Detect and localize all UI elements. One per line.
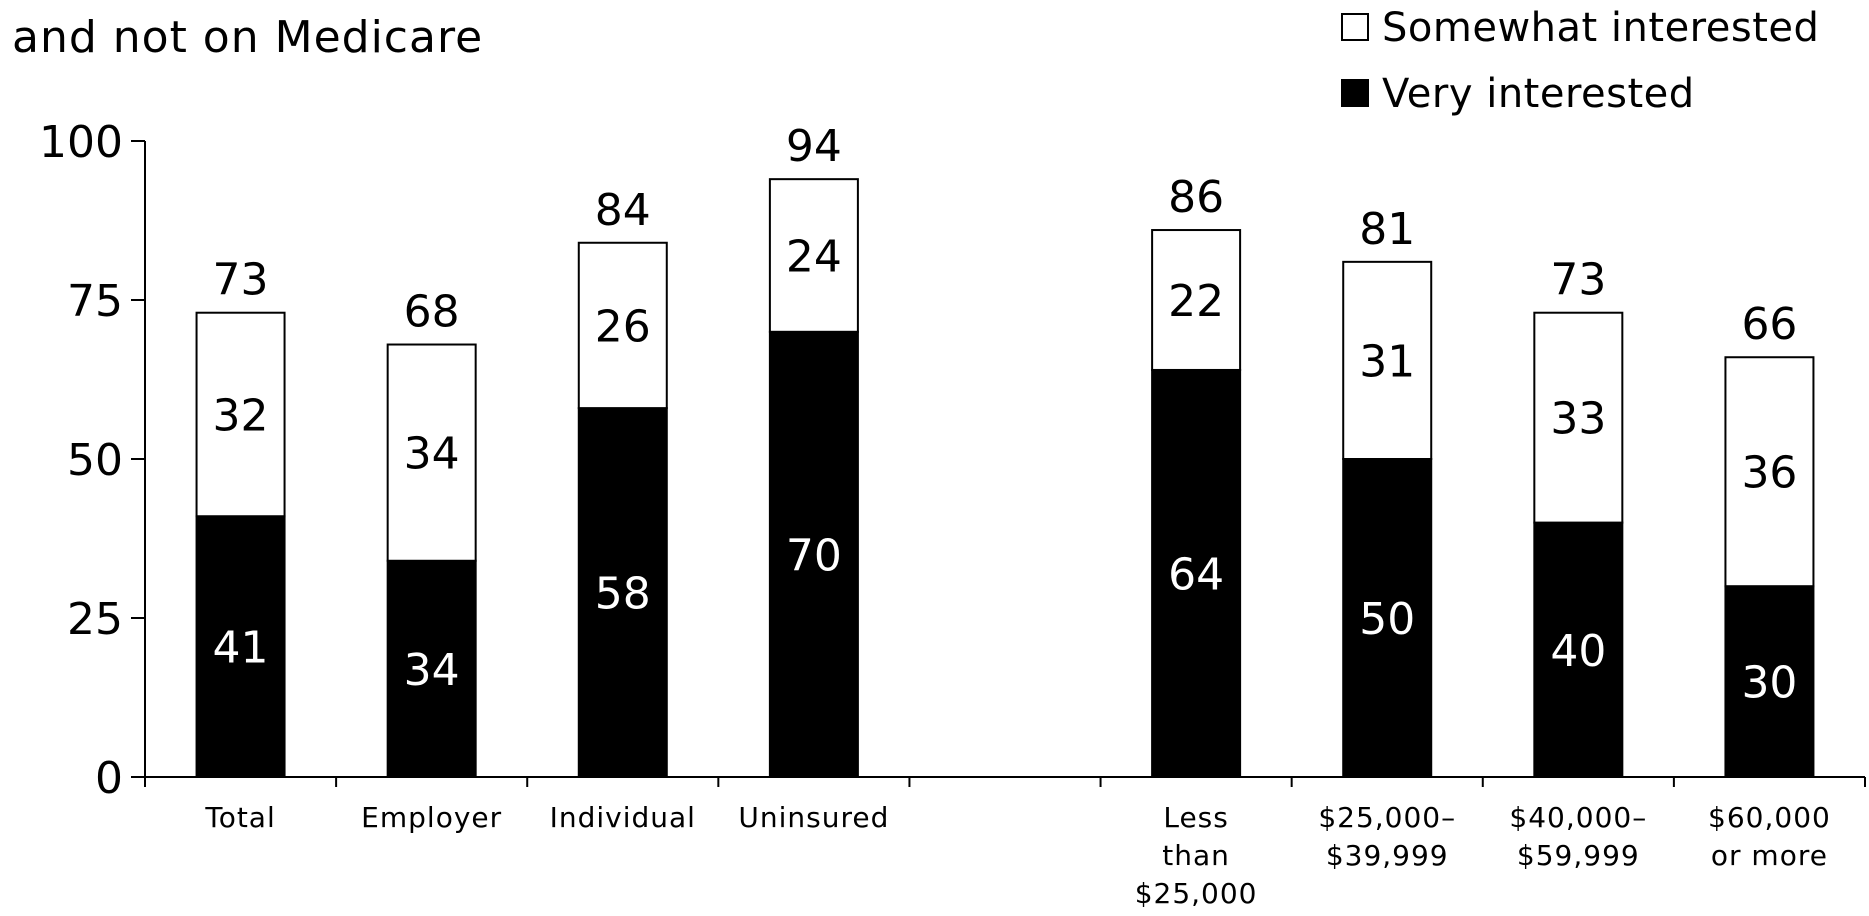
- x-category-label: $59,999: [1517, 839, 1640, 872]
- segment-value-label: 22: [1168, 276, 1224, 327]
- x-category-label: $25,000–: [1318, 801, 1456, 834]
- y-tick-label: 50: [67, 435, 123, 486]
- chart-title-line: and not on Medicare: [12, 12, 483, 63]
- segment-value-label: 64: [1168, 549, 1224, 600]
- segment-value-label: 31: [1359, 336, 1415, 387]
- category-labels: Total Employer Individual Uninsured Less than…: [204, 801, 1831, 910]
- legend: Somewhat interested Very interested: [1341, 5, 1819, 117]
- total-value-label: 86: [1168, 172, 1224, 223]
- x-category-label: Individual: [550, 801, 696, 834]
- legend-swatch: [1341, 13, 1369, 41]
- bar-segment-very-interested: [1533, 521, 1624, 778]
- segment-value-label: 50: [1359, 594, 1415, 645]
- total-value-label: 81: [1359, 204, 1415, 255]
- bar-segment-somewhat-interested: [195, 311, 286, 518]
- bar-segment-very-interested: [577, 407, 668, 778]
- chart-title: and not on Medicare: [12, 12, 483, 63]
- x-category-label: $25,000: [1135, 877, 1258, 910]
- total-value-label: 73: [213, 255, 269, 306]
- segment-value-label: 34: [404, 429, 460, 480]
- x-category-label: Uninsured: [738, 801, 889, 834]
- bar-segment-somewhat-interested: [386, 343, 477, 562]
- y-tick-label: 75: [67, 276, 123, 327]
- bar-segment-somewhat-interested: [1342, 260, 1433, 460]
- segment-value-label: 70: [786, 530, 842, 581]
- x-category-label: $60,000: [1708, 801, 1831, 834]
- bar-segment-very-interested: [195, 515, 286, 778]
- y-ticks: 0 25 50 75 100: [39, 117, 145, 804]
- total-value-label: 94: [786, 121, 842, 172]
- segment-value-label: 33: [1550, 394, 1606, 445]
- total-value-label: 73: [1550, 255, 1606, 306]
- bar-segment-very-interested: [1151, 368, 1242, 778]
- y-tick-label: 0: [95, 753, 123, 804]
- segment-value-label: 41: [213, 623, 269, 674]
- x-category-label: or more: [1711, 839, 1828, 872]
- total-value-label: 84: [595, 185, 651, 236]
- bar-segment-somewhat-interested: [1151, 229, 1242, 371]
- segment-value-label: 32: [213, 390, 269, 441]
- x-category-label: Less: [1163, 801, 1229, 834]
- segment-value-label: 40: [1550, 626, 1606, 677]
- x-ticks: [144, 777, 1866, 787]
- total-value-label: 66: [1741, 299, 1797, 350]
- y-tick-label: 25: [67, 594, 123, 645]
- bar-segment-very-interested: [386, 559, 477, 779]
- x-category-label: than: [1162, 839, 1230, 872]
- segment-value-label: 26: [595, 301, 651, 352]
- total-value-label: 68: [404, 287, 460, 338]
- bar-segment-very-interested: [1724, 585, 1815, 779]
- segment-value-label: 36: [1741, 448, 1797, 499]
- segment-value-label: 58: [595, 569, 651, 620]
- bar-segment-somewhat-interested: [1533, 311, 1624, 524]
- bars: [195, 178, 1815, 779]
- segment-value-label: 34: [404, 645, 460, 696]
- x-category-label: $39,999: [1326, 839, 1449, 872]
- segment-value-label: 30: [1741, 658, 1797, 709]
- segment-value-label: 24: [786, 231, 842, 282]
- bar-segment-somewhat-interested: [577, 241, 668, 410]
- legend-label: Somewhat interested: [1382, 5, 1819, 51]
- y-tick-label: 100: [39, 117, 123, 168]
- legend-label: Very interested: [1382, 71, 1695, 117]
- bar-segment-somewhat-interested: [1724, 356, 1815, 588]
- data-labels: 41 32 73 34 34 68 58 26 84 70 24 94 64 22 86 50 31 81 40 33…: [213, 121, 1798, 708]
- legend-swatch: [1341, 79, 1369, 107]
- bar-segment-somewhat-interested: [768, 178, 859, 333]
- x-category-label: Total: [204, 801, 275, 834]
- x-category-label: Employer: [361, 801, 502, 834]
- x-category-label: $40,000–: [1509, 801, 1647, 834]
